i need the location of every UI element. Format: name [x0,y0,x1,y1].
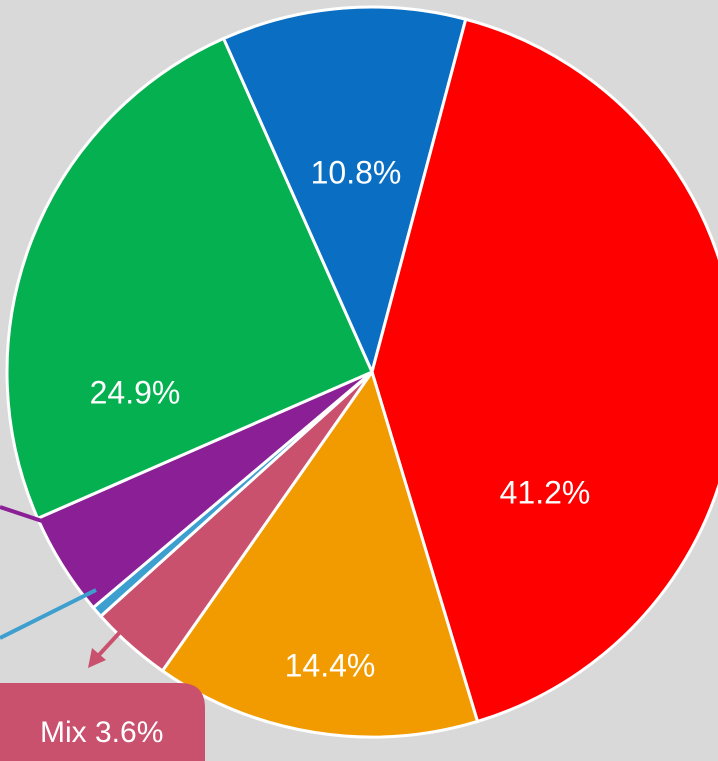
chart: Mix 3.6% 10.8% 41.2% 14.4% 24.9% [0,0,718,761]
value-label: 14.4% [285,647,376,683]
value-label: 10.8% [311,154,402,190]
pie [7,7,718,737]
value-label: 41.2% [500,474,591,510]
page: Mix 3.6% 10.8%41.2%14.4%24.9% (() => { c… [0,0,718,761]
callout-label: Mix 3.6% [40,716,163,749]
value-label: 24.9% [90,374,181,410]
category-label: Mix [40,716,87,749]
value-label: 3.6% [95,716,163,749]
